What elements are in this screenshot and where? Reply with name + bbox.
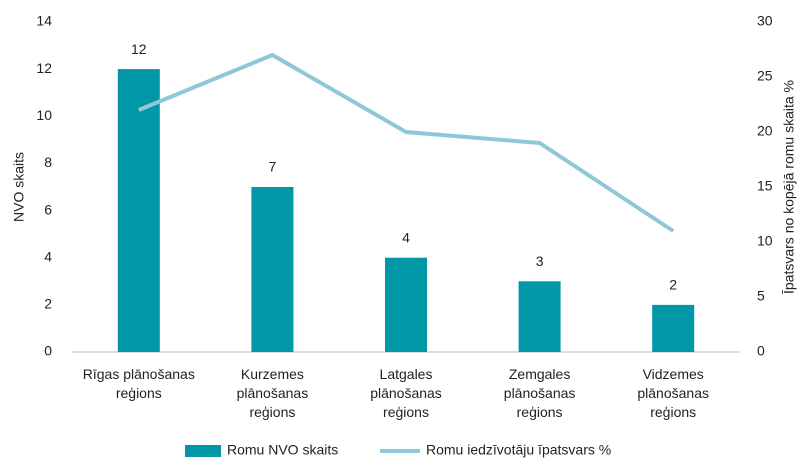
- data-label: 4: [402, 229, 410, 245]
- y2-tick-label: 20: [757, 123, 773, 139]
- bar: [117, 69, 160, 353]
- y-tick-label: 12: [36, 60, 52, 76]
- y2-axis-title: Īpatsvars no kopējā romu skaita %: [781, 80, 797, 294]
- x-tick-line: reģions: [249, 404, 295, 420]
- bar: [385, 257, 427, 352]
- x-tick-line: Zemgales: [509, 366, 570, 382]
- y-tick-label: 8: [44, 154, 52, 170]
- y-tick-label: 2: [44, 296, 52, 312]
- data-label: 12: [131, 41, 147, 57]
- x-tick-line: plānošanas: [370, 385, 442, 401]
- x-tick-line: reģions: [650, 404, 696, 420]
- y-axis-title: NVO skaits: [11, 152, 27, 222]
- x-tick-line: reģions: [383, 404, 429, 420]
- bar: [251, 187, 294, 352]
- x-tick-line: Latgales: [380, 366, 433, 382]
- x-tick-label: Latgales plānošanas reģions: [370, 366, 442, 420]
- x-tick-label: Vidzemes plānošanas reģions: [637, 366, 709, 420]
- x-tick-label: Zemgales plānošanas reģions: [504, 366, 576, 420]
- bar: [518, 281, 561, 352]
- y-tick-label: 6: [44, 201, 52, 217]
- y2-tick-label: 15: [757, 178, 773, 194]
- y2-tick-label: 0: [757, 343, 765, 359]
- y2-tick-label: 5: [757, 288, 765, 304]
- y2-tick-label: 30: [757, 13, 773, 29]
- x-tick-line: Rīgas plānošanas: [83, 366, 195, 382]
- data-label: 2: [669, 277, 677, 293]
- x-tick-line: plānošanas: [637, 385, 709, 401]
- y-tick-label: 4: [44, 248, 52, 264]
- data-label: 3: [536, 253, 544, 269]
- legend-label: Romu NVO skaits: [227, 442, 338, 458]
- legend-swatch: [185, 445, 221, 457]
- x-tick-line: reģions: [116, 385, 162, 401]
- x-tick-line: plānošanas: [504, 385, 576, 401]
- line: [138, 52, 675, 233]
- x-tick-line: Kurzemes: [241, 366, 304, 382]
- data-label: 7: [269, 159, 277, 175]
- x-tick-label: Rīgas plānošanas reģions: [83, 366, 195, 401]
- x-tick-label: Kurzemes plānošanas reģions: [237, 366, 309, 420]
- y2-tick-label: 10: [757, 233, 773, 249]
- x-tick-line: Vidzemes: [643, 366, 704, 382]
- x-tick-line: reģions: [517, 404, 563, 420]
- y-tick-label: 0: [44, 343, 52, 359]
- legend-label: Romu iedzīvotāju īpatsvars %: [426, 442, 611, 458]
- y-tick-label: 10: [36, 107, 52, 123]
- y2-tick-label: 25: [757, 68, 773, 84]
- bar: [652, 304, 695, 352]
- y-tick-label: 14: [36, 13, 52, 29]
- x-tick-line: plānošanas: [237, 385, 309, 401]
